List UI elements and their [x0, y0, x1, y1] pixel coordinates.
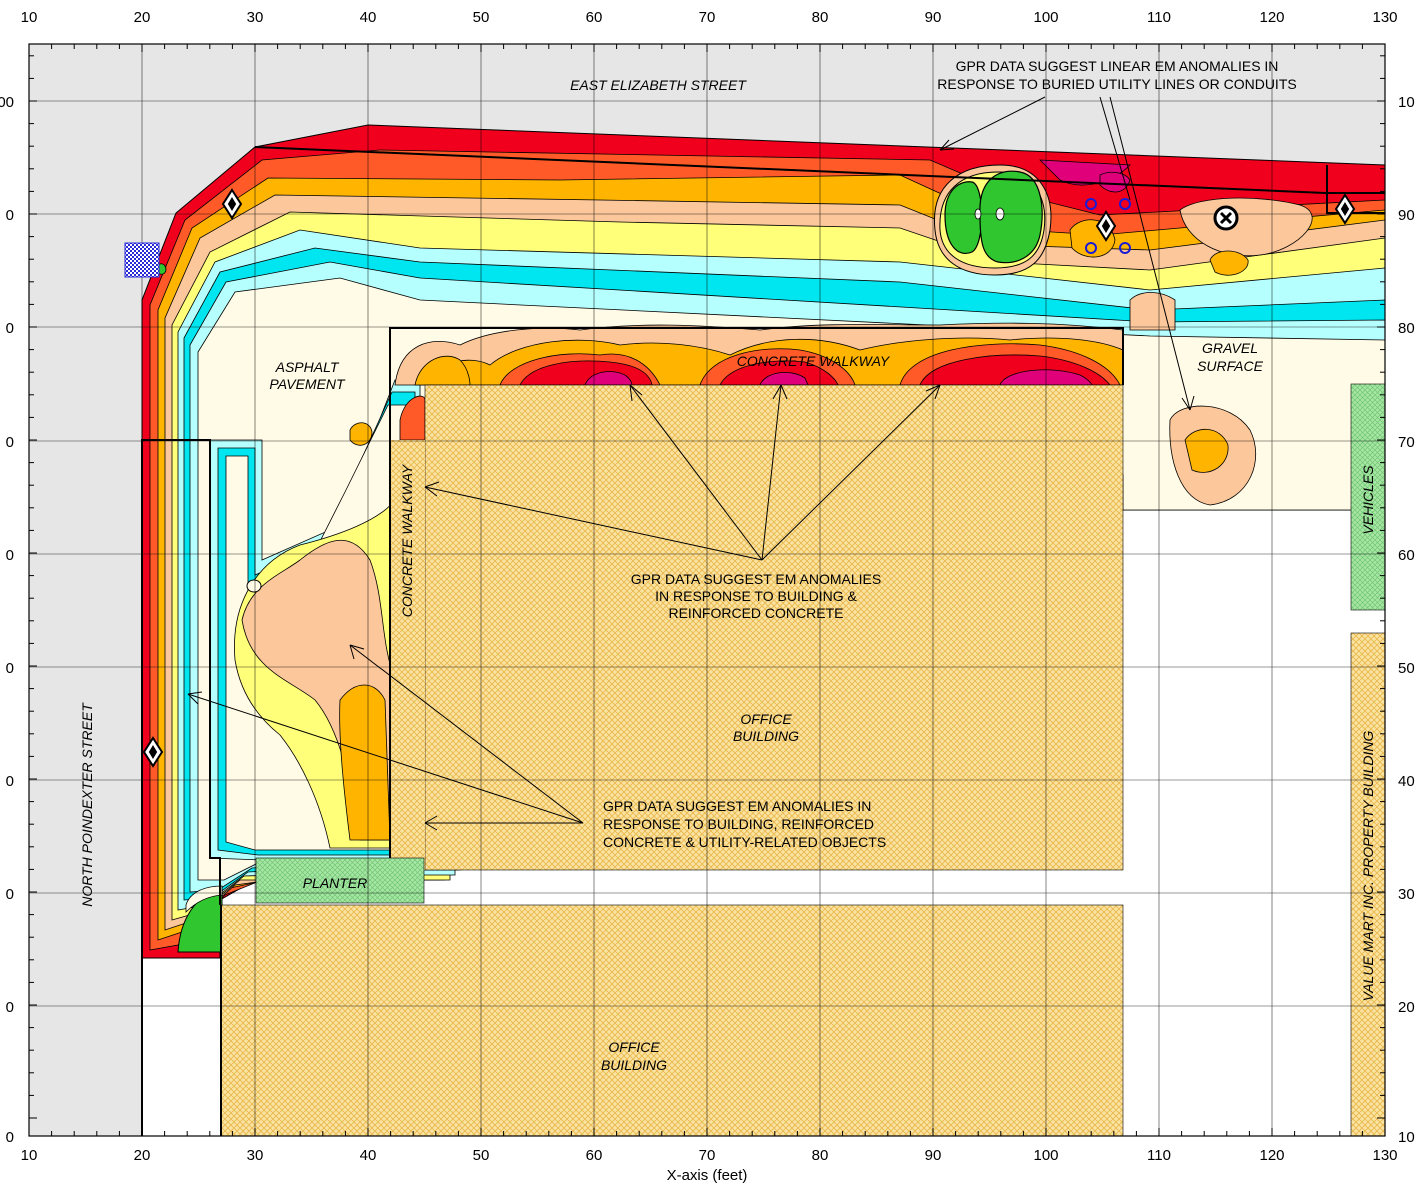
- value-mart-label: VALUE MART INC. PROPERTY BUILDING: [1360, 731, 1376, 1002]
- y-tick-right: 90: [1398, 207, 1415, 224]
- x-tick-top: 110: [1147, 9, 1171, 26]
- y-tick-left: 0: [6, 434, 14, 451]
- y-tick-left: 0: [6, 660, 14, 677]
- vehicles-label: VEHICLES: [1360, 465, 1376, 535]
- utility-anomaly-note-1: GPR DATA SUGGEST EM ANOMALIES IN: [603, 798, 871, 814]
- y-axis-left: 00 0 0 0 0 0 0 0 0 0: [0, 94, 14, 1146]
- x-tick-bottom: 40: [360, 1147, 377, 1164]
- east-elizabeth-street-label: EAST ELIZABETH STREET: [570, 77, 747, 93]
- tick-marks: [28, 44, 1386, 1136]
- concrete-walkway-top-label: CONCRETE WALKWAY: [737, 353, 891, 369]
- office-building-2-label-a: OFFICE: [608, 1039, 660, 1055]
- y-tick-left: 0: [6, 773, 14, 790]
- y-tick-right: 80: [1398, 320, 1415, 337]
- y-tick-left: 00: [0, 94, 14, 111]
- x-tick-top: 60: [586, 9, 603, 26]
- place-labels: EAST ELIZABETH STREET NORTH POINDEXTER S…: [79, 77, 1376, 1073]
- x-tick-top: 80: [812, 9, 829, 26]
- contour-left-zone: [209, 379, 426, 861]
- walkway-anomalies: [394, 322, 1124, 441]
- x-tick-bottom: 50: [473, 1147, 490, 1164]
- x-tick-top: 130: [1372, 9, 1397, 26]
- x-tick-bottom: 20: [134, 1147, 151, 1164]
- x-tick-bottom: 10: [21, 1147, 38, 1164]
- grid-lines: [29, 44, 1385, 1136]
- annotation-arrows: [187, 96, 1195, 831]
- y-tick-left: 0: [6, 886, 14, 903]
- circled-x-marker-icon: [1213, 205, 1239, 231]
- x-tick-bottom: 80: [812, 1147, 829, 1164]
- concrete-walkway-vertical: [390, 440, 425, 870]
- x-tick-bottom: 70: [699, 1147, 716, 1164]
- utility-anomaly-note-2: RESPONSE TO BUILDING, REINFORCED: [603, 816, 874, 832]
- y-tick-right: 70: [1398, 434, 1415, 451]
- x-tick-top: 30: [247, 9, 264, 26]
- north-poindexter-street-label: NORTH POINDEXTER STREET: [79, 702, 95, 907]
- y-tick-left: 0: [6, 320, 14, 337]
- x-axis-top: 10 20 30 40 50 60 70 80 90 100 110 120 1…: [21, 9, 1398, 26]
- x-tick-top: 90: [925, 9, 942, 26]
- top-right-anomalies: [1038, 159, 1313, 506]
- concrete-walkway-side-label: CONCRETE WALKWAY: [399, 463, 415, 617]
- x-tick-bottom: 110: [1147, 1147, 1171, 1164]
- office-building-2: [220, 904, 1124, 1136]
- x-tick-top: 100: [1033, 9, 1058, 26]
- x-axis-bottom: 10 20 30 40 50 60 70 80 90 100 110 120 1…: [21, 1147, 1398, 1164]
- vehicles-area: [1350, 383, 1385, 611]
- office-building-1-label-b: BUILDING: [733, 728, 799, 744]
- x-tick-bottom: 60: [586, 1147, 603, 1164]
- y-tick-right: 20: [1398, 999, 1415, 1016]
- x-tick-top: 50: [473, 9, 490, 26]
- y-tick-right: 60: [1398, 547, 1415, 564]
- x-tick-top: 40: [360, 9, 377, 26]
- x-tick-bottom: 130: [1372, 1147, 1397, 1164]
- planter-label: PLANTER: [303, 875, 368, 891]
- green-anomaly: [933, 164, 1052, 276]
- building-anomaly-note-3: REINFORCED CONCRETE: [668, 605, 843, 621]
- green-anomaly-lower-left: [177, 885, 223, 953]
- linear-anomaly-note-2: RESPONSE TO BURIED UTILITY LINES OR COND…: [937, 76, 1296, 92]
- y-tick-left: 0: [6, 547, 14, 564]
- building-anomaly-note-2: IN RESPONSE TO BUILDING &: [655, 588, 857, 604]
- small-contour-loop: [246, 579, 262, 593]
- asphalt-label-2: PAVEMENT: [269, 376, 346, 392]
- x-tick-top: 10: [21, 9, 38, 26]
- y-tick-right: 10: [1398, 94, 1415, 111]
- x-tick-bottom: 100: [1033, 1147, 1058, 1164]
- y-tick-right: 10: [1398, 1129, 1415, 1146]
- y-tick-right: 40: [1398, 773, 1415, 790]
- gravel-label-2: SURFACE: [1197, 358, 1264, 374]
- gravel-label-1: GRAVEL: [1202, 340, 1258, 356]
- y-axis-right: 10 90 80 70 60 50 40 30 20 10: [1398, 94, 1415, 1146]
- planter-area: [255, 857, 425, 904]
- blue-checker-square-icon: [124, 242, 160, 278]
- y-tick-left: 0: [6, 207, 14, 224]
- x-tick-bottom: 30: [247, 1147, 264, 1164]
- linear-anomaly-note-1: GPR DATA SUGGEST LINEAR EM ANOMALIES IN: [956, 58, 1279, 74]
- x-tick-top: 70: [699, 9, 716, 26]
- diamond-marker-icon: [142, 188, 1356, 768]
- x-tick-top: 120: [1259, 9, 1284, 26]
- office-building-1: [424, 384, 1124, 871]
- utility-anomaly-note-3: CONCRETE & UTILITY-RELATED OBJECTS: [603, 834, 886, 850]
- value-mart-building: [1350, 632, 1385, 1136]
- x-axis-title: X-axis (feet): [667, 1167, 748, 1183]
- x-tick-bottom: 120: [1259, 1147, 1284, 1164]
- y-tick-right: 50: [1398, 660, 1415, 677]
- y-tick-right: 30: [1398, 886, 1415, 903]
- asphalt-label-1: ASPHALT: [275, 359, 340, 375]
- office-building-1-label-a: OFFICE: [740, 711, 792, 727]
- blue-circle-marker-icon: [1085, 198, 1131, 254]
- building-anomaly-note-1: GPR DATA SUGGEST EM ANOMALIES: [631, 571, 882, 587]
- office-building-2-label-b: BUILDING: [601, 1057, 667, 1073]
- y-tick-left: 0: [6, 999, 14, 1016]
- x-tick-bottom: 90: [925, 1147, 942, 1164]
- y-tick-left: 0: [6, 1129, 14, 1146]
- annotations: GPR DATA SUGGEST LINEAR EM ANOMALIES IN …: [603, 58, 1297, 850]
- x-tick-top: 20: [134, 9, 151, 26]
